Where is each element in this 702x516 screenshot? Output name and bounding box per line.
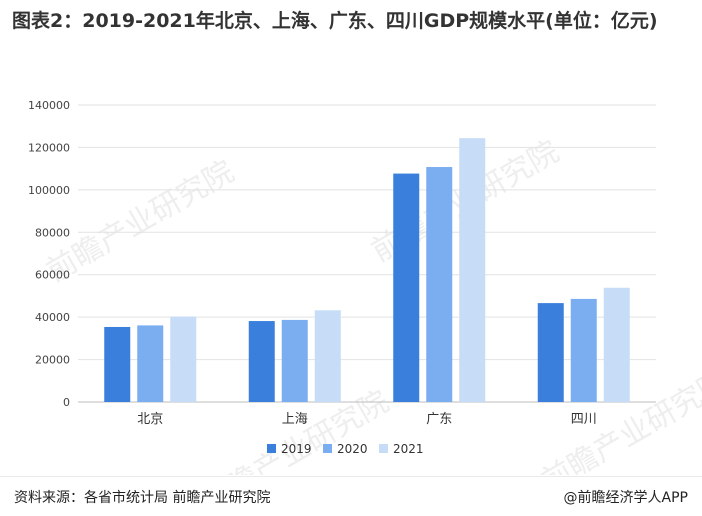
bars	[104, 138, 630, 402]
legend-swatch-2019	[267, 444, 276, 453]
brand-text: @前瞻经济学人APP	[563, 490, 688, 506]
x-axis: 北京 上海 广东 四川	[137, 412, 597, 427]
y-tick-label: 20000	[35, 354, 70, 367]
y-tick-label: 120000	[28, 141, 70, 154]
legend-label: 2019	[281, 442, 312, 456]
x-category-label: 广东	[426, 412, 452, 427]
bar-2021	[170, 316, 197, 402]
source-text: 资料来源：各省市统计局 前瞻产业研究院	[14, 490, 271, 506]
x-category-label: 上海	[282, 412, 308, 427]
bar-2021	[459, 138, 486, 402]
legend-swatch-2020	[323, 444, 332, 453]
legend-swatch-2021	[379, 444, 388, 453]
watermark-text: 前瞻产业研究院	[41, 154, 240, 289]
gdp-bar-chart: 前瞻产业研究院前瞻产业研究院前瞻产业研究院前瞻产业研究院 02000040000…	[28, 99, 702, 516]
y-tick-label: 100000	[28, 184, 70, 197]
bar-2019	[393, 173, 420, 402]
bar-2021	[314, 310, 341, 402]
x-category-label: 四川	[571, 412, 597, 427]
source-footer: 资料来源：各省市统计局 前瞻产业研究院 @前瞻经济学人APP	[0, 476, 702, 516]
bar-2019	[104, 326, 131, 402]
bar-2020	[426, 167, 453, 402]
bar-2020	[281, 319, 308, 402]
y-tick-label: 80000	[35, 226, 70, 239]
y-tick-label: 0	[63, 396, 70, 409]
bar-2019	[537, 303, 564, 402]
legend-label: 2021	[393, 442, 424, 456]
gridlines	[78, 104, 656, 403]
bar-2019	[248, 321, 275, 402]
legend-label: 2020	[337, 442, 368, 456]
x-category-label: 北京	[137, 412, 163, 427]
y-tick-label: 60000	[35, 269, 70, 282]
y-axis: 0 20000 40000 60000 80000 100000 120000 140000	[28, 99, 70, 409]
legend: 2019 2020 2021	[267, 442, 424, 456]
chart-area: 前瞻产业研究院前瞻产业研究院前瞻产业研究院前瞻产业研究院 02000040000…	[0, 80, 702, 516]
bar-2020	[570, 298, 597, 402]
bar-2020	[137, 325, 164, 402]
y-tick-label: 40000	[35, 311, 70, 324]
page-title: 图表2：2019-2021年北京、上海、广东、四川GDP规模水平(单位：亿元)	[12, 10, 658, 32]
y-tick-label: 140000	[28, 99, 70, 112]
bar-2021	[603, 287, 630, 402]
